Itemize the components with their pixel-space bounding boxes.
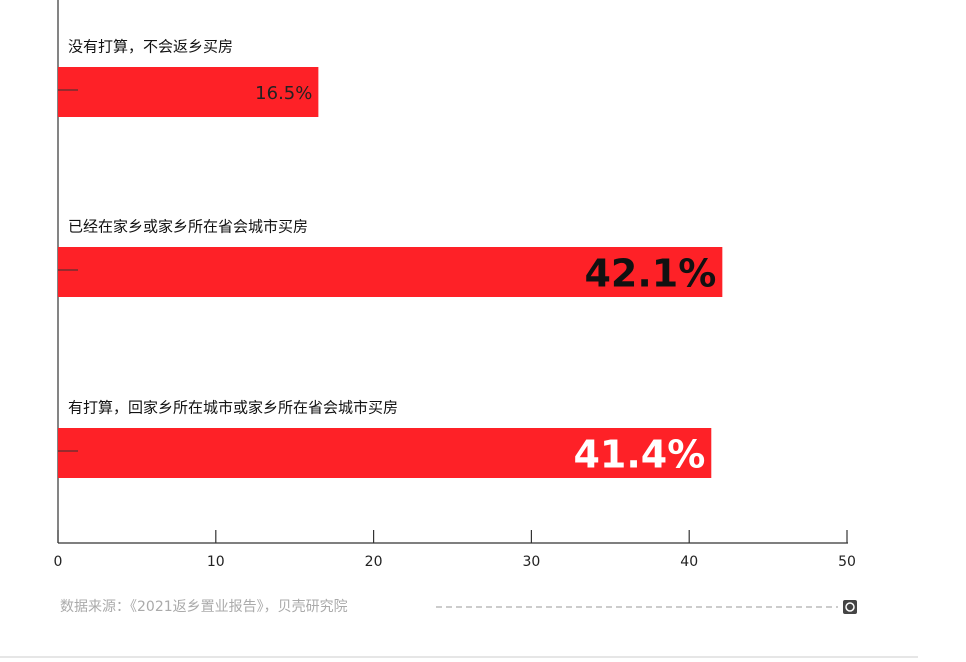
value-label: 41.4% (573, 433, 705, 477)
logo-icon (843, 600, 857, 614)
x-tick-label: 0 (54, 554, 63, 570)
value-label: 16.5% (255, 83, 312, 104)
category-label: 有打算，回家乡所在城市或家乡所在省会城市买房 (68, 399, 398, 417)
source-note: 数据来源：《2021返乡置业报告》，贝壳研究院 (60, 598, 348, 615)
logo-mark (845, 602, 855, 612)
x-tick-label: 10 (207, 554, 225, 570)
category-label: 没有打算，不会返乡买房 (68, 38, 233, 56)
category-label: 已经在家乡或家乡所在省会城市买房 (68, 218, 308, 236)
x-tick-label: 40 (680, 554, 698, 570)
bar (58, 428, 712, 478)
x-tick-label: 30 (522, 554, 540, 570)
value-label: 42.1% (584, 252, 716, 296)
x-tick-label: 50 (838, 554, 856, 570)
x-tick-label: 20 (365, 554, 383, 570)
bar (58, 247, 723, 297)
bar (58, 67, 319, 117)
